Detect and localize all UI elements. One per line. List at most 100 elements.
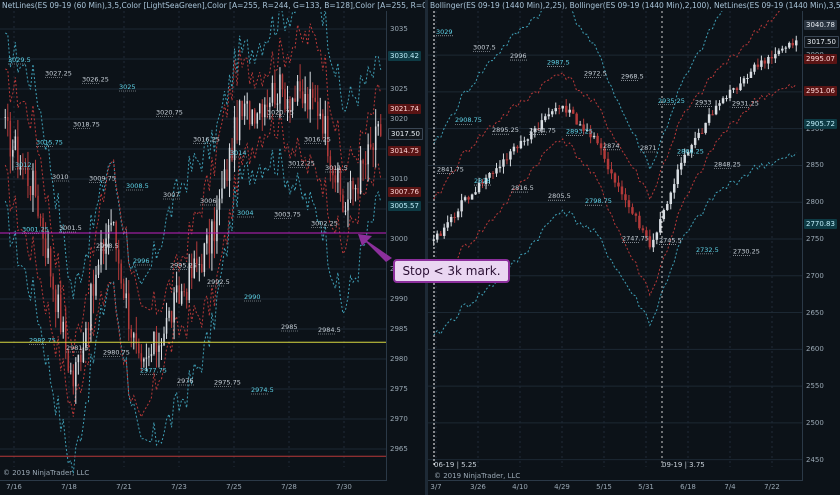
right-price-plot[interactable]: 3029 3007.5 2996 2987.5 2972.5 2968.5 2935.25 2… <box>428 11 802 481</box>
candle-body <box>95 274 97 296</box>
candle-body <box>180 291 183 304</box>
candle-body <box>526 139 530 141</box>
candle-body <box>676 169 679 185</box>
candle-body <box>97 264 100 275</box>
candle-body <box>732 88 735 90</box>
candle-body <box>233 117 236 161</box>
level-annotation: 2871 <box>640 144 657 152</box>
candle-body <box>311 89 314 98</box>
candle-body <box>592 135 596 138</box>
level-annotation: 3002.25 <box>311 220 338 228</box>
candle-body <box>474 192 477 195</box>
daily-chart-panel[interactable]: Bollinger(ES 09-19 (1440 Min),2,25), Bol… <box>428 0 840 495</box>
left-price-plot[interactable]: 3029.5 3027.25 3026.25 3025 3020.75 3016.25 30… <box>0 11 386 481</box>
x-tick-label: 7/28 <box>281 483 297 491</box>
level-annotation: 2968.5 <box>621 72 644 80</box>
y-tick-label: 2970 <box>390 415 408 423</box>
level-annotation: 2975.75 <box>214 379 241 387</box>
level-annotation: 3008.5 <box>126 182 149 190</box>
band-upper <box>5 23 382 356</box>
right-time-axis[interactable]: 3/7 3/26 4/10 4/29 5/15 5/31 6/18 7/4 7/22 <box>428 480 802 495</box>
intraday-chart-panel[interactable]: NetLines(ES 09-19 (60 Min),3,5,Color [Li… <box>0 0 425 495</box>
left-time-axis[interactable]: 7/16 7/18 7/21 7/23 7/25 7/28 7/30 <box>0 480 386 495</box>
candle-body <box>610 169 613 174</box>
candle-body <box>502 159 505 167</box>
candle-body <box>582 124 585 131</box>
candle-body <box>178 285 180 304</box>
candle-body <box>306 93 309 110</box>
candle-body <box>477 182 481 193</box>
level-annotation: 2805.5 <box>548 192 571 200</box>
candle-body <box>327 116 329 157</box>
y-tick-label: 3000 <box>390 235 408 243</box>
price-marker: 3007.76 <box>388 187 421 198</box>
level-annotation: 2972.5 <box>584 69 607 77</box>
annotation-callout[interactable]: Stop < 3k mark. <box>393 259 510 283</box>
candle-body <box>540 120 544 130</box>
candle-body <box>70 370 72 372</box>
level-annotation: 2981.5 <box>66 344 89 352</box>
y-tick-label: 2750 <box>806 235 824 243</box>
candle-body <box>201 264 203 272</box>
level-annotation: 2974.5 <box>251 386 274 394</box>
candle-body <box>359 160 362 194</box>
candle-body <box>760 60 763 67</box>
candle-body <box>160 345 163 347</box>
candle-body <box>211 221 213 254</box>
candle-body <box>659 219 662 233</box>
candle-body <box>143 358 145 362</box>
candle-body <box>39 216 42 218</box>
left-indicator-header: NetLines(ES 09-19 (60 Min),3,5,Color [Li… <box>2 1 425 10</box>
y-tick-label: 2800 <box>806 198 824 207</box>
candle-body <box>314 97 316 102</box>
candle-body <box>32 170 34 196</box>
level-annotation: 2992.5 <box>207 278 230 286</box>
level-annotation: 2866.25 <box>677 148 704 156</box>
candle-body <box>253 109 256 124</box>
panel-divider[interactable] <box>425 0 428 495</box>
candle-body <box>133 333 135 338</box>
candle-body <box>185 291 188 301</box>
candle-body <box>557 108 561 110</box>
candle-body <box>666 204 669 210</box>
candle-body <box>304 93 306 104</box>
level-annotation: 2985 <box>281 323 298 331</box>
candle-body <box>138 343 140 354</box>
candle-body <box>334 175 337 183</box>
candle-body <box>683 154 686 163</box>
candle-body <box>213 221 216 242</box>
candle-body <box>256 113 259 124</box>
candle-body <box>153 331 155 355</box>
candle-body <box>544 116 547 121</box>
candle-body <box>208 235 211 254</box>
candle-body <box>456 211 460 218</box>
candle-body <box>575 113 578 125</box>
level-annotation: 3029.5 <box>8 56 31 64</box>
level-annotation: 2976 <box>177 377 194 385</box>
x-tick-label: 5/31 <box>638 483 654 491</box>
candle-body <box>241 100 243 117</box>
candle-body <box>175 285 178 293</box>
band-lower <box>4 111 382 419</box>
candle-body <box>243 103 246 117</box>
candle-body <box>753 64 756 72</box>
candle-body <box>92 284 95 296</box>
candle-body <box>77 354 80 363</box>
y-tick-label: 2975 <box>390 385 408 393</box>
candle-body <box>564 105 568 113</box>
candle-body <box>296 81 299 102</box>
y-tick-label: 2500 <box>806 418 824 427</box>
candle-body <box>102 242 105 254</box>
price-marker: 3014.75 <box>388 145 421 156</box>
candle-body <box>711 114 714 116</box>
right-price-axis[interactable]: 3000295029002850280027502700265026002550… <box>802 11 840 481</box>
candle-body <box>530 131 533 140</box>
candle-body <box>266 104 269 108</box>
candle-body <box>52 276 54 290</box>
left-price-axis[interactable]: 3035303030253020301530103005300029952990… <box>386 11 425 481</box>
y-tick-label: 3010 <box>390 175 408 183</box>
candle-body <box>251 109 253 125</box>
level-annotation: 3020.75 <box>267 109 294 117</box>
candle-body <box>795 40 798 46</box>
candle-body <box>620 186 624 195</box>
